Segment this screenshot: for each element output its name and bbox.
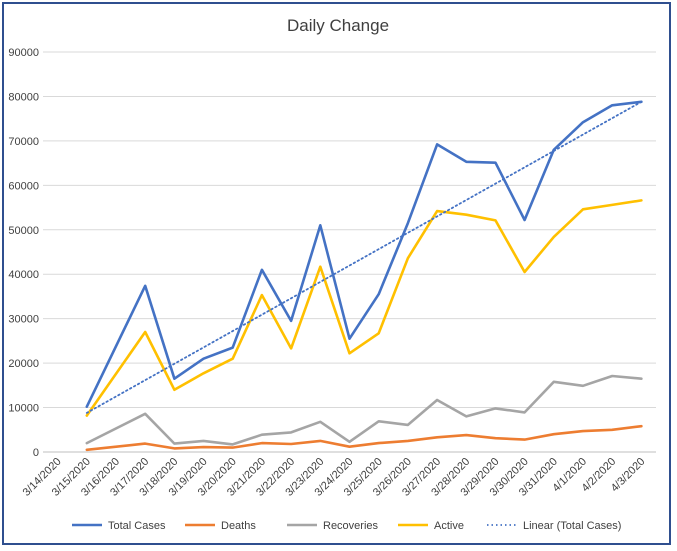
y-tick-label: 0: [33, 447, 39, 459]
series-line-linear-total-cases: [85, 100, 643, 414]
y-tick-label: 60000: [8, 180, 39, 192]
legend-label: Active: [434, 520, 464, 532]
gridlines: [43, 51, 656, 453]
series-line-recoveries: [85, 374, 643, 446]
chart-title: Daily Change: [287, 16, 389, 35]
x-axis-ticks: 3/14/20203/15/20203/16/20203/17/20203/18…: [21, 456, 648, 499]
y-tick-label: 20000: [8, 358, 39, 370]
y-tick-label: 10000: [8, 403, 39, 415]
y-tick-label: 50000: [8, 225, 39, 237]
y-tick-label: 40000: [8, 269, 39, 281]
y-tick-label: 30000: [8, 314, 39, 326]
y-tick-label: 90000: [8, 47, 39, 59]
series-lines: [85, 100, 643, 452]
legend-label: Linear (Total Cases): [523, 520, 621, 532]
y-tick-label: 80000: [8, 91, 39, 103]
legend-label: Recoveries: [323, 520, 379, 532]
series-line-total-cases: [85, 100, 643, 409]
y-axis-ticks: 0 10000 20000 30000 40000 50000 60000 70000 8000…: [8, 47, 39, 459]
y-tick-label: 70000: [8, 136, 39, 148]
series-line-active: [85, 199, 643, 417]
legend-label: Total Cases: [108, 520, 166, 532]
legend: Total Cases Deaths Recoveries Active Linear …: [72, 520, 621, 532]
legend-label: Deaths: [221, 520, 256, 532]
chart-frame: [2, 2, 671, 545]
series-line-deaths: [85, 424, 643, 452]
